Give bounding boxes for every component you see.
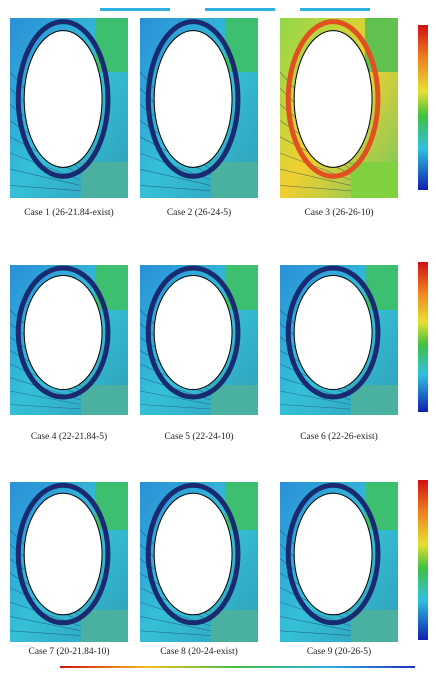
cylinder — [294, 276, 372, 390]
panels: Case 1 (26-21.84-exist) Case 2 (26-24-5) C… — [10, 18, 398, 657]
caption: Case 8 (20-24-exist) — [160, 646, 238, 657]
cylinder — [154, 31, 232, 168]
top-bar — [300, 8, 370, 11]
top-bar — [205, 8, 275, 11]
caption: Case 1 (26-21.84-exist) — [24, 207, 113, 218]
color-bar — [418, 262, 428, 412]
panel-patch — [225, 482, 258, 530]
panel-patch — [365, 265, 398, 310]
panel-patch — [225, 265, 258, 310]
panel-patch — [95, 482, 128, 530]
top-bar — [100, 8, 170, 11]
panel-patch — [365, 482, 398, 530]
caption: Case 5 (22-24-10) — [164, 431, 233, 442]
panel-patch — [95, 18, 128, 72]
figure: Case 1 (26-21.84-exist) Case 2 (26-24-5) C… — [0, 0, 436, 683]
caption: Case 6 (22-26-exist) — [300, 431, 378, 442]
cylinder — [154, 276, 232, 390]
cylinder — [294, 493, 372, 615]
caption: Case 2 (26-24-5) — [167, 207, 231, 218]
cylinder — [24, 31, 102, 168]
panel-patch — [95, 265, 128, 310]
panel-patch — [225, 18, 258, 72]
bottom-bar — [60, 666, 415, 668]
caption: Case 7 (20-21.84-10) — [29, 646, 110, 657]
cylinder — [294, 31, 372, 168]
color-bar — [418, 480, 428, 640]
cylinder — [154, 493, 232, 615]
panel-patch — [365, 18, 398, 72]
color-bar — [418, 25, 428, 190]
caption: Case 3 (26-26-10) — [304, 207, 373, 218]
cylinder — [24, 276, 102, 390]
caption: Case 4 (22-21.84-5) — [31, 431, 107, 442]
caption: Case 9 (20-26-5) — [307, 646, 371, 657]
cylinder — [24, 493, 102, 615]
